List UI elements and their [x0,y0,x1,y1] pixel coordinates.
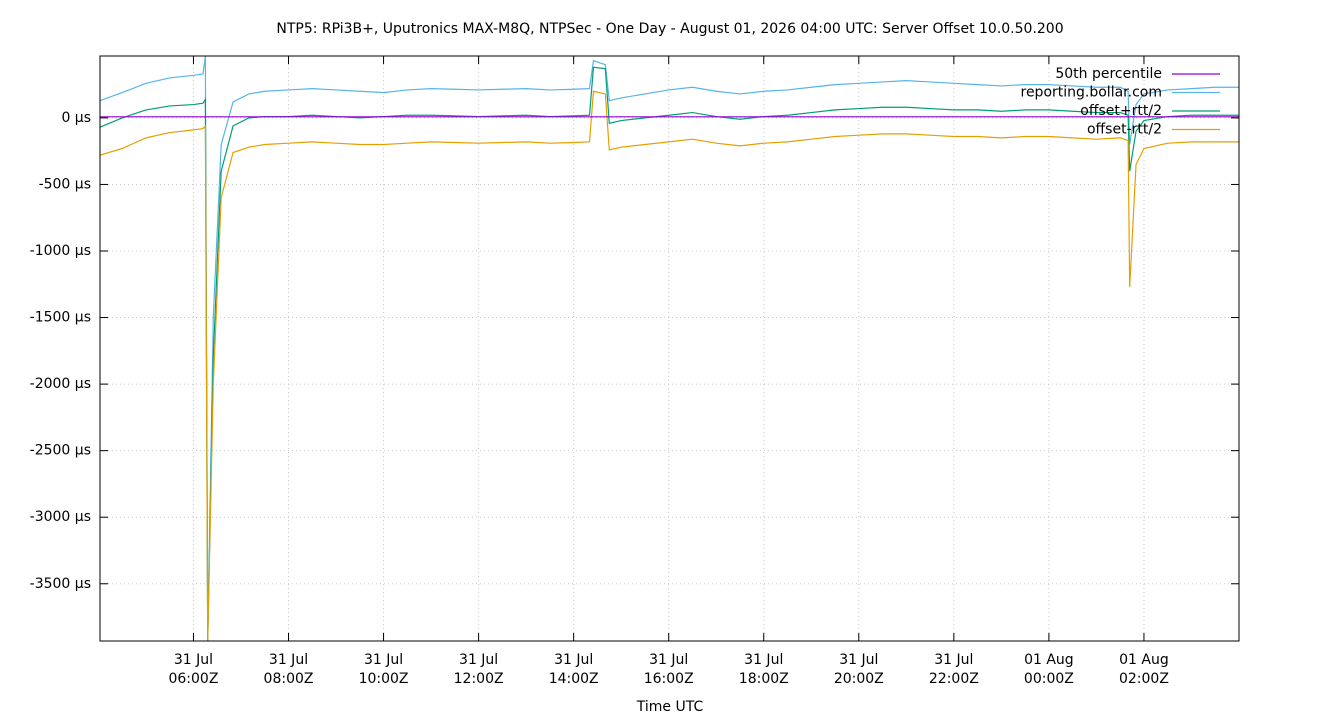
x-tick-label: 31 Jul 12:00Z [454,652,504,687]
series-line [100,56,1239,641]
x-axis-label: Time UTC [636,699,704,715]
legend-label: reporting.bollar.com [1021,85,1163,101]
y-tick-label: -500 µs [39,176,91,192]
legend-label: offset+rtt/2 [1080,103,1162,119]
y-tick-label: -3000 µs [30,509,91,525]
y-tick-label: -1000 µs [30,243,91,259]
chart-title: NTP5: RPi3B+, Uputronics MAX-M8Q, NTPSec… [276,21,1063,37]
legend-label: 50th percentile [1055,66,1162,82]
x-tick-label: 31 Jul 20:00Z [834,652,884,687]
x-tick-label: 31 Jul 06:00Z [168,652,218,687]
x-tick-label: 31 Jul 08:00Z [264,652,314,687]
series-line [100,66,1239,641]
y-tick-label: -2000 µs [30,376,91,392]
x-tick-label: 01 Aug 02:00Z [1119,652,1169,687]
legend-label: offset-rtt/2 [1087,122,1162,138]
y-tick-label: 0 µs [61,110,91,126]
x-tick-label: 31 Jul 16:00Z [644,652,694,687]
x-tick-label: 31 Jul 14:00Z [549,652,599,687]
plot-border [99,55,1240,642]
x-tick-label: 31 Jul 18:00Z [739,652,789,687]
y-tick-label: -1500 µs [30,310,91,326]
series-line [100,90,1239,641]
x-tick-label: 01 Aug 00:00Z [1024,652,1074,687]
x-tick-label: 31 Jul 10:00Z [359,652,409,687]
x-tick-label: 31 Jul 22:00Z [929,652,979,687]
y-tick-label: -2500 µs [30,443,91,459]
y-tick-label: -3500 µs [30,576,91,592]
